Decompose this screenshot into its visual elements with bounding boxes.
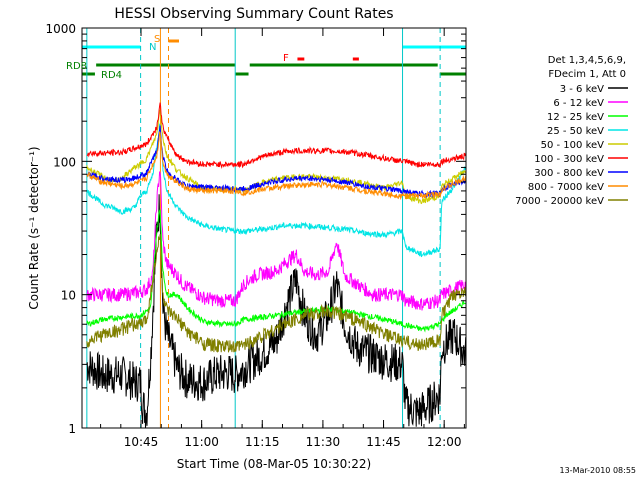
legend-header-line-1: Det 1,3,4,5,6,9, (548, 55, 626, 66)
series-7000-20000-kev (86, 234, 467, 353)
y-tick-label: 1 (68, 422, 76, 436)
x-axis-label: Start Time (08-Mar-05 10:30:22) (177, 457, 371, 471)
rd4-label: RD4 (101, 70, 122, 81)
saa-label: S (154, 34, 160, 45)
night-label: N (149, 42, 156, 53)
x-tick-label: 11:00 (184, 435, 219, 449)
legend-label-300-800-kev: 300 - 800 keV (534, 168, 604, 179)
legend-label-800-7000-kev: 800 - 7000 keV (528, 182, 604, 193)
series-lines (86, 102, 467, 429)
series-6-12-kev (86, 171, 467, 311)
x-tick-label: 12:00 (427, 435, 462, 449)
x-tick-label: 11:15 (245, 435, 280, 449)
legend-label-25-50-kev: 25 - 50 keV (547, 126, 604, 137)
series-100-300-kev (86, 102, 467, 169)
legend-label-100-300-kev: 100 - 300 keV (534, 154, 604, 165)
flare-label: F (283, 53, 289, 64)
x-tick-label: 11:45 (366, 435, 401, 449)
legend: 3 - 6 keV 6 - 12 keV 12 - 25 keV 25 - 50 ke… (515, 84, 628, 207)
series-800-7000-kev (86, 131, 467, 201)
legend-label-12-25-kev: 12 - 25 keV (547, 112, 604, 123)
x-tick-label: 11:30 (306, 435, 341, 449)
legend-label-7000-20000-kev: 7000 - 20000 keV (515, 196, 604, 207)
y-tick-label: 100 (53, 155, 76, 169)
legend-label-50-100-kev: 50 - 100 keV (541, 140, 605, 151)
y-axis-label: Count Rate (s⁻¹ detector⁻¹) (27, 146, 41, 309)
series-3-6-kev (86, 194, 467, 429)
legend-header-line-2: FDecim 1, Att 0 (548, 69, 626, 80)
series-50-100-kev (86, 109, 467, 205)
series-25-50-kev (86, 123, 467, 258)
x-tick-label: 10:45 (124, 435, 159, 449)
chart-title: HESSI Observing Summary Count Rates (114, 6, 393, 22)
plot-frame (81, 27, 467, 429)
state-bars (82, 39, 466, 76)
series-300-800-kev (86, 125, 467, 199)
rd8-label: RD8 (66, 61, 87, 72)
legend-label-6-12-kev: 6 - 12 keV (553, 98, 604, 109)
series-12-25-kev (86, 209, 467, 333)
y-tick-label: 10 (61, 289, 76, 303)
x-axis-ticks: 10:45 11:00 11:15 11:30 11:45 12:00 (100, 28, 465, 449)
legend-label-3-6-kev: 3 - 6 keV (560, 84, 604, 95)
y-tick-label: 1000 (45, 22, 76, 36)
footer-timestamp: 13-Mar-2010 08:55 (560, 466, 637, 475)
y-axis-ticks: 1 10 100 1000 (45, 22, 466, 436)
